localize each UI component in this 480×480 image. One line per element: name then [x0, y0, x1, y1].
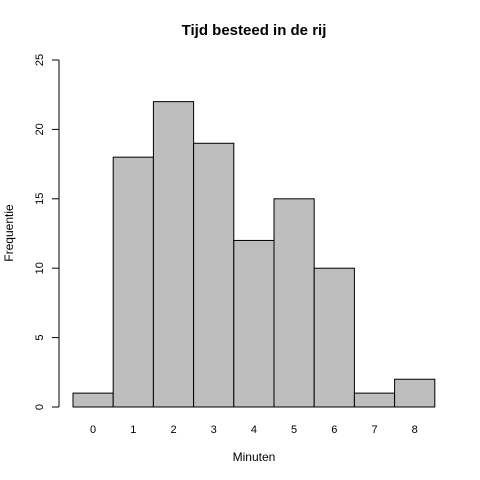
y-tick-label: 10: [34, 262, 46, 274]
chart-title: Tijd besteed in de rij: [182, 22, 327, 39]
bar-0: [72, 392, 114, 408]
bar-8: [394, 378, 436, 408]
bar-4: [233, 239, 275, 408]
y-tick-label: 0: [34, 404, 46, 410]
x-tick-label: 7: [371, 424, 377, 436]
y-tick-label: 5: [34, 335, 46, 341]
y-tick-label: 25: [34, 54, 46, 66]
y-axis-label: Frequentie: [2, 204, 16, 262]
y-axis: 0 5 10 15 20 25: [34, 54, 60, 410]
x-axis-tick-labels: 0 1 2 3 4 5 6 7 8: [90, 424, 418, 436]
bar-6: [313, 267, 355, 408]
x-tick-label: 6: [331, 424, 337, 436]
x-tick-label: 2: [170, 424, 176, 436]
y-tick-label: 20: [34, 123, 46, 135]
x-tick-label: 8: [412, 424, 418, 436]
x-tick-label: 5: [291, 424, 297, 436]
x-axis-label: Minuten: [233, 450, 276, 464]
x-tick-label: 3: [211, 424, 217, 436]
bar-3: [193, 142, 235, 408]
y-tick-label: 15: [34, 193, 46, 205]
x-tick-label: 0: [90, 424, 96, 436]
bar-2: [152, 101, 195, 408]
bar-1: [112, 156, 154, 408]
x-tick-label: 4: [251, 424, 257, 436]
x-tick-label: 1: [130, 424, 136, 436]
bar-7: [353, 392, 396, 408]
bar-5: [273, 198, 315, 408]
bars: [72, 101, 436, 408]
